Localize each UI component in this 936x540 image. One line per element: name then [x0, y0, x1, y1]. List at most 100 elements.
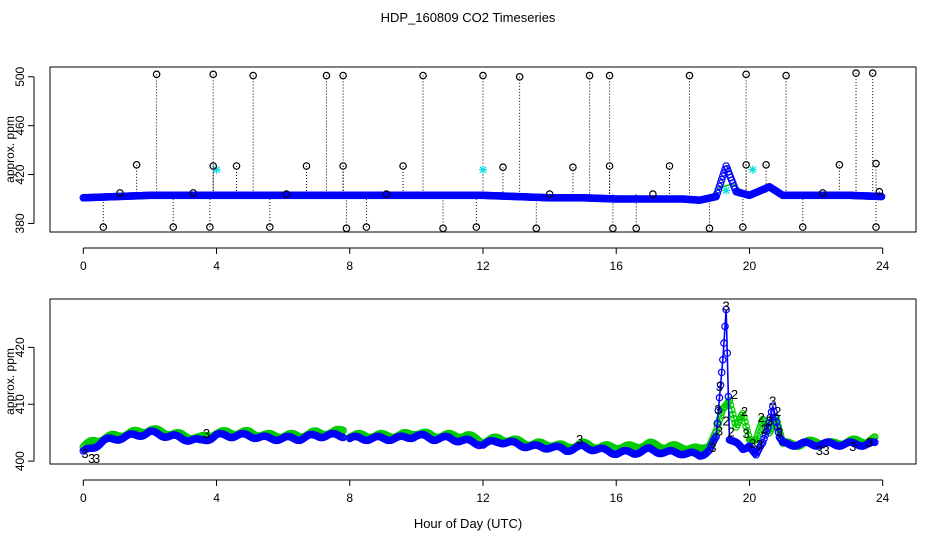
bottom-blue-point — [714, 406, 723, 415]
top-x-tick-label: 16 — [610, 259, 624, 273]
bottom-annotation-2: 2 — [774, 404, 781, 419]
bottom-annotation-3: 3 — [866, 435, 873, 450]
bottom-annotation-3: 3 — [203, 426, 210, 441]
top-black-point — [868, 69, 877, 77]
top-black-point — [499, 163, 507, 172]
bottom-annotation-3: 3 — [81, 446, 88, 461]
bottom-annotation-2: 2 — [761, 421, 768, 436]
top-black-point — [206, 223, 214, 231]
top-black-point — [382, 190, 391, 198]
bottom-annotation-3: 3 — [714, 402, 721, 417]
top-black-point — [169, 223, 178, 231]
bottom-green-point — [758, 415, 767, 424]
bottom-blue-point — [717, 368, 726, 377]
bottom-annotation-3: 3 — [723, 298, 730, 313]
top-blue-point — [719, 172, 727, 180]
top-black-point — [302, 162, 311, 170]
top-black-point — [339, 71, 347, 80]
top-black-point — [875, 187, 884, 196]
top-black-point — [116, 189, 124, 197]
top-black-point — [322, 71, 331, 80]
top-plot-data — [79, 69, 886, 233]
bottom-annotation-3: 3 — [716, 424, 723, 439]
bottom-x-tick-label: 4 — [213, 491, 220, 505]
top-black-point — [266, 223, 274, 231]
bottom-green-point — [738, 409, 747, 418]
top-y-tick-label: 380 — [13, 213, 27, 233]
top-black-point — [189, 189, 198, 197]
bottom-blue-point — [724, 392, 733, 401]
top-cyan-point — [479, 165, 487, 174]
top-black-point — [665, 162, 674, 170]
top-black-point — [209, 162, 218, 170]
top-black-point — [362, 223, 371, 231]
top-x-axis: 0 4 8 12 16 20 24 — [80, 247, 890, 273]
x-axis-label: Hour of Day (UTC) — [414, 516, 522, 531]
bottom-blue-point — [716, 381, 725, 389]
bottom-y-tick-label: 400 — [13, 451, 27, 471]
chart-title: HDP_160809 CO2 Timeseries — [381, 10, 556, 25]
bottom-y-axis: 400 410 420 — [13, 337, 35, 471]
bottom-annotation-2: 2 — [728, 425, 735, 440]
top-black-point — [399, 162, 407, 170]
bottom-x-tick-label: 20 — [743, 491, 757, 505]
top-black-point — [742, 160, 750, 169]
bottom-blue-point — [766, 413, 775, 422]
top-x-tick-label: 4 — [213, 259, 220, 273]
bottom-blue-point — [760, 434, 768, 443]
top-blue-point — [714, 185, 723, 194]
bottom-blue-point — [774, 428, 783, 436]
top-black-point — [798, 223, 807, 231]
top-blue-point — [713, 189, 722, 197]
bottom-annotation-3: 3 — [766, 413, 773, 428]
bottom-blue-point — [723, 349, 732, 357]
top-black-point — [685, 71, 694, 80]
bottom-annotation-3: 3 — [743, 426, 750, 441]
top-panel: 0 4 8 12 16 20 24 380 420 460 500 approx. ppm — [3, 66, 917, 273]
top-black-point — [872, 159, 880, 168]
top-black-point — [419, 71, 427, 80]
bottom-green-point — [737, 411, 746, 420]
top-x-tick-label: 12 — [476, 259, 490, 273]
top-x-tick-label: 8 — [346, 259, 353, 273]
top-y-tick-label: 420 — [13, 164, 27, 184]
bottom-annotation-3: 3 — [769, 393, 776, 408]
bottom-x-tick-label: 8 — [346, 491, 353, 505]
top-cyan-point-stroke — [749, 166, 757, 174]
top-blue-point — [717, 175, 726, 184]
bottom-blue-point — [771, 413, 779, 421]
top-cyan-point — [748, 165, 757, 174]
bottom-blue-point — [713, 419, 722, 428]
bottom-blue-point — [773, 423, 782, 431]
top-black-point — [605, 71, 614, 80]
bottom-green-point — [715, 415, 724, 424]
bottom-blue-point — [721, 322, 729, 331]
bottom-annotation-3: 3 — [849, 439, 856, 454]
bottom-annotation-2: 2 — [741, 404, 748, 419]
top-y-axis: 380 420 460 500 — [13, 66, 35, 233]
bottom-blue-point — [768, 402, 777, 410]
bottom-annotation-3: 3 — [756, 437, 763, 452]
bottom-annotation-3: 3 — [816, 443, 823, 458]
top-black-point — [249, 71, 257, 80]
bottom-green-point — [740, 414, 748, 422]
top-x-tick-label: 0 — [80, 259, 87, 273]
bottom-blue-point — [720, 339, 728, 347]
top-black-point — [152, 70, 161, 79]
bottom-blue-point — [765, 418, 773, 427]
top-black-point — [762, 160, 770, 169]
bottom-green-point — [742, 422, 750, 431]
top-black-point — [649, 190, 657, 198]
top-cyan-point-stroke — [213, 166, 220, 174]
bottom-blue-point — [870, 438, 879, 447]
top-y-tick-label: 500 — [13, 66, 27, 86]
bottom-blue-point — [763, 424, 772, 432]
bottom-blue-point — [719, 355, 727, 364]
bottom-annotation-2: 2 — [758, 410, 765, 425]
top-y-tick-label: 460 — [13, 115, 27, 135]
bottom-annotation-2: 2 — [731, 387, 738, 402]
bottom-blue-point — [770, 407, 778, 416]
bottom-y-axis-label: approx. ppm — [3, 348, 17, 415]
